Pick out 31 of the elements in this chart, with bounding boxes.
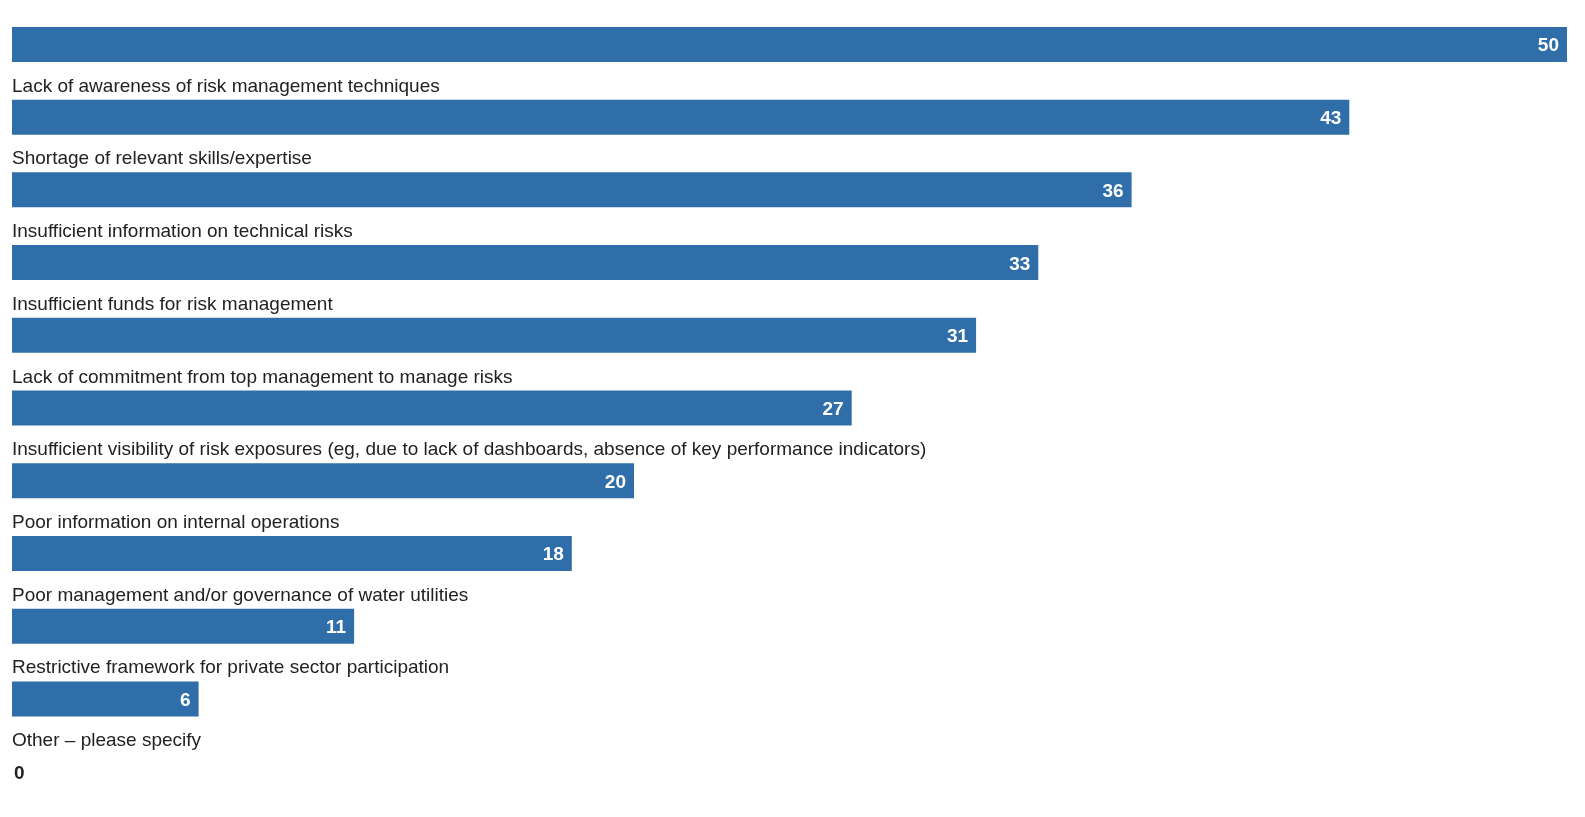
data-label: 33 [1009,252,1031,274]
data-label: 11 [326,616,347,638]
bar [12,26,1567,62]
bar [12,536,572,571]
data-label: 20 [604,470,626,492]
data-label: 18 [542,543,564,565]
bar [12,681,199,717]
data-label: 43 [1320,107,1342,129]
y-tick-label: Insufficient visibility of risk exposures (eg, due to lack of dashboards, absence of key performance indicators) [12,438,927,460]
y-tick-label: Insufficient funds for risk management [12,292,334,314]
bar [12,463,634,499]
data-label: 31 [946,325,969,347]
y-tick-label: Insufficient information on technical risks [12,220,353,242]
bar [12,172,1132,208]
bar [12,245,1039,281]
data-label: 36 [1102,179,1124,201]
y-tick-label: Poor information on internal operations [12,511,340,532]
data-label: 50 [1537,34,1559,56]
y-tick-label: Lack of awareness of risk management techniques [12,74,440,96]
y-tick-label: Shortage of relevant skills/expertise [12,147,312,169]
bar [12,608,355,644]
bar [12,390,852,426]
data-label: 27 [822,398,844,419]
y-tick-label: Restrictive framework for private sector participation [12,656,450,678]
y-tick-label: Other – please specify [12,729,202,751]
data-label: 0 [14,761,25,783]
bar [12,99,1350,135]
y-tick-label: Poor management and/or governance of water utilities [12,583,469,605]
data-label: 6 [180,688,191,710]
y-tick-label: Lack of commitment from top management to manage risks [12,365,513,387]
bar [12,317,977,353]
